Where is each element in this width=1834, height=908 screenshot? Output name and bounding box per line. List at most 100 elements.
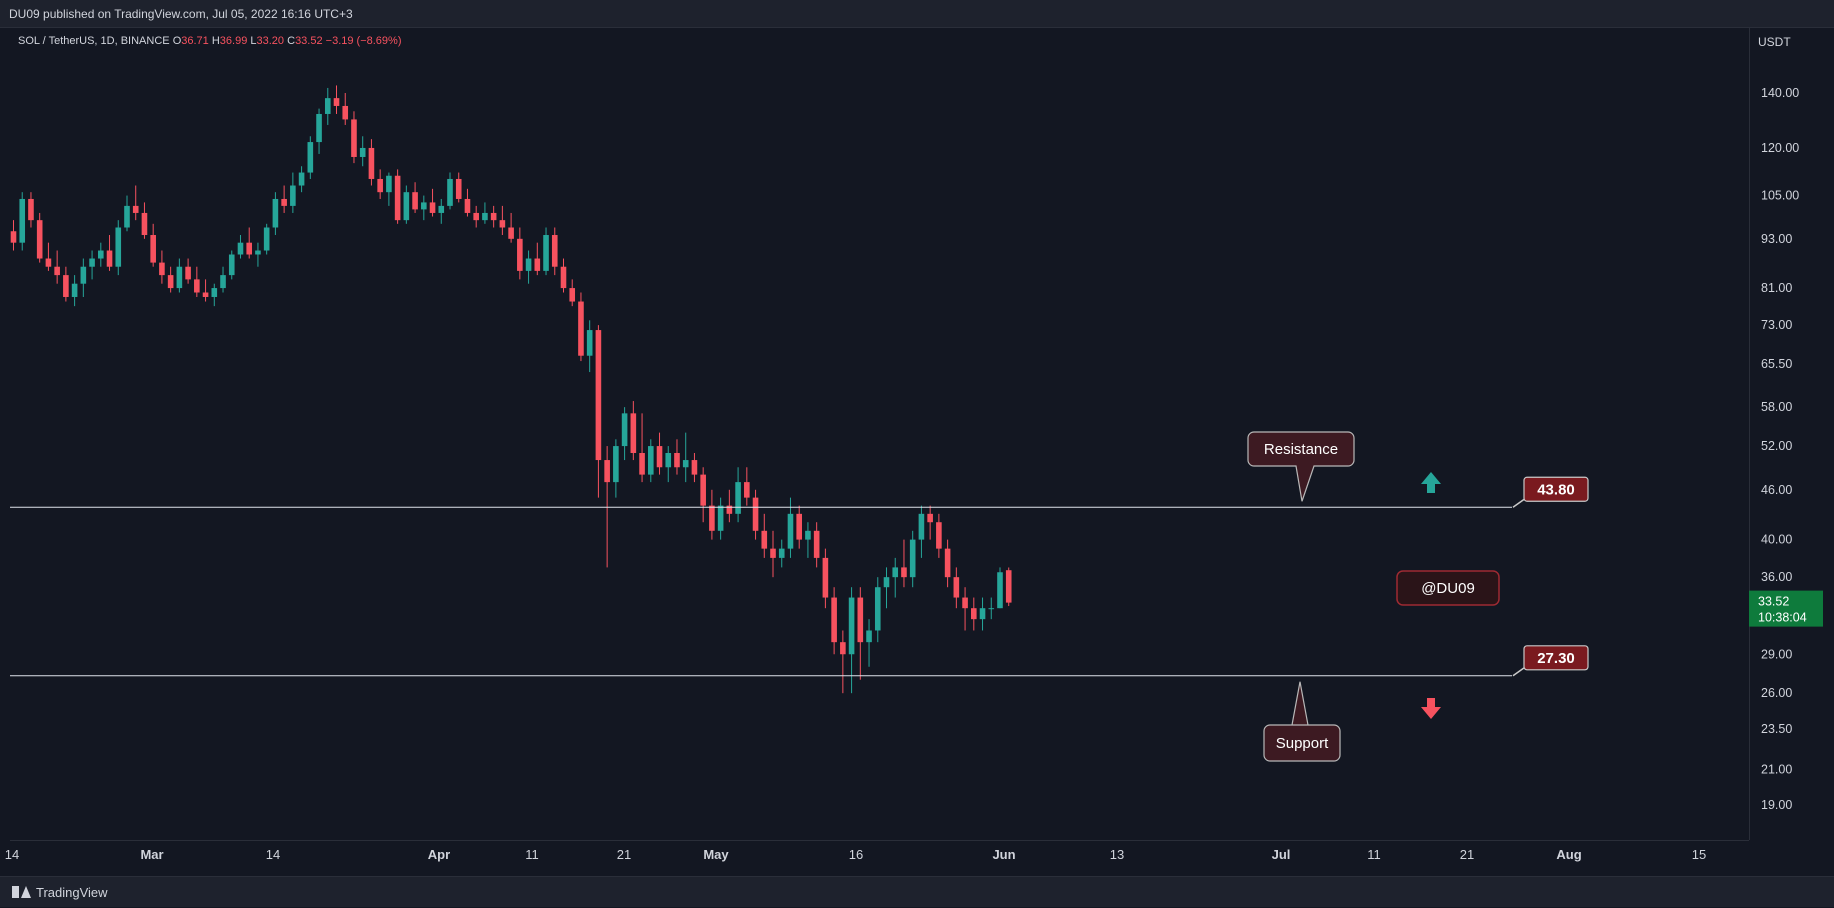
candle-body <box>464 198 471 213</box>
candle <box>290 172 296 213</box>
x-tick-label: 14 <box>266 847 280 862</box>
last-price-text: 33.52 <box>1758 595 1789 609</box>
candle-body <box>351 119 357 157</box>
legend-change: −3.19 (−8.69%) <box>325 35 402 47</box>
candle <box>700 467 706 523</box>
candle <box>988 597 995 620</box>
candle-body <box>840 642 846 655</box>
legend-low-label: L <box>250 35 257 47</box>
y-tick-label: 65.50 <box>1761 357 1792 371</box>
candle <box>805 522 811 558</box>
candle-body <box>997 572 1003 609</box>
candle <box>936 513 942 558</box>
currency-label: USDT <box>1758 35 1791 49</box>
candle <box>586 320 593 373</box>
y-tick-label: 105.00 <box>1761 189 1799 203</box>
candle-body <box>272 198 279 228</box>
candle-body <box>237 242 244 255</box>
candle <box>194 266 200 297</box>
y-tick-label: 46.00 <box>1761 483 1792 497</box>
candle-body <box>962 597 968 609</box>
candle <box>228 250 235 280</box>
candle-body <box>647 446 654 475</box>
candle <box>508 212 514 243</box>
candle <box>464 188 471 217</box>
candle <box>272 192 279 236</box>
candle-body <box>482 212 488 221</box>
candle <box>281 185 287 213</box>
candle <box>761 513 768 558</box>
candle-body <box>386 175 392 193</box>
candle-body <box>621 413 628 447</box>
candle-body <box>665 452 672 468</box>
author-tag <box>1396 570 1500 606</box>
resistance-callout <box>1247 431 1355 502</box>
candle <box>874 577 881 643</box>
candle-body <box>857 597 864 643</box>
support-callout-text: Support <box>1276 735 1329 752</box>
candle-body <box>36 220 43 259</box>
resistance-callout-text: Resistance <box>1264 441 1338 458</box>
x-tick-label: 11 <box>1367 847 1381 862</box>
candle <box>813 522 820 568</box>
candle <box>394 169 401 224</box>
candle <box>918 505 925 558</box>
candle <box>778 539 785 568</box>
y-tick-label: 120.00 <box>1761 141 1799 155</box>
candle <box>403 185 410 224</box>
candle-body <box>752 497 759 531</box>
candle <box>892 557 899 598</box>
legend-high-value: 36.99 <box>219 35 248 47</box>
price-chart[interactable]: USDT 43.80 27.30 140.00 120.00 105.00 93.00 8… <box>0 0 1834 876</box>
candle <box>220 266 226 293</box>
candle <box>307 136 314 179</box>
candle-body <box>918 513 925 540</box>
candle-body <box>455 178 462 199</box>
candle-body <box>71 283 78 297</box>
candle-body <box>1005 570 1012 603</box>
y-tick-label: 140.00 <box>1761 86 1799 100</box>
candle <box>656 432 663 475</box>
level-price-text: 27.30 <box>1537 650 1575 667</box>
candle <box>10 220 17 251</box>
legend-low-value: 33.20 <box>256 35 285 47</box>
x-tick-label: 14 <box>5 847 19 862</box>
candle <box>883 567 890 609</box>
candle-body <box>822 557 829 598</box>
candle <box>613 439 619 498</box>
candle-body <box>89 258 95 267</box>
candle <box>665 446 672 483</box>
candle-body <box>342 105 349 120</box>
candle-body <box>141 212 148 236</box>
candle <box>551 227 558 276</box>
candle <box>901 539 907 588</box>
candle-body <box>682 460 689 468</box>
candle-body <box>185 266 191 280</box>
candle-body <box>578 301 584 356</box>
level-price-label <box>1523 476 1589 502</box>
candles-group <box>10 85 1012 694</box>
candle-body <box>717 505 724 531</box>
candle <box>691 452 698 483</box>
symbol-legend: SOL / TetherUS, 1D, BINANCE O36.71 H36.9… <box>18 35 402 47</box>
candle <box>840 630 846 694</box>
candle <box>185 258 191 284</box>
candle <box>857 587 864 680</box>
candle-body <box>866 630 872 643</box>
candle-body <box>927 513 933 523</box>
y-tick-label: 26.00 <box>1761 686 1792 700</box>
candle <box>351 111 357 164</box>
candle <box>944 539 951 588</box>
candle <box>796 505 802 549</box>
candle-body <box>124 205 130 228</box>
candle-body <box>656 446 663 468</box>
candle-body <box>447 178 453 206</box>
candle-body <box>604 460 610 483</box>
candle-body <box>586 330 593 356</box>
candle-body <box>674 452 680 468</box>
candle-body <box>412 192 418 210</box>
annotations: Resistance Support @DU09 33.52 10:38:04 <box>1247 431 1823 762</box>
candle <box>455 172 462 203</box>
candle-body <box>744 482 750 498</box>
candle <box>176 258 183 293</box>
